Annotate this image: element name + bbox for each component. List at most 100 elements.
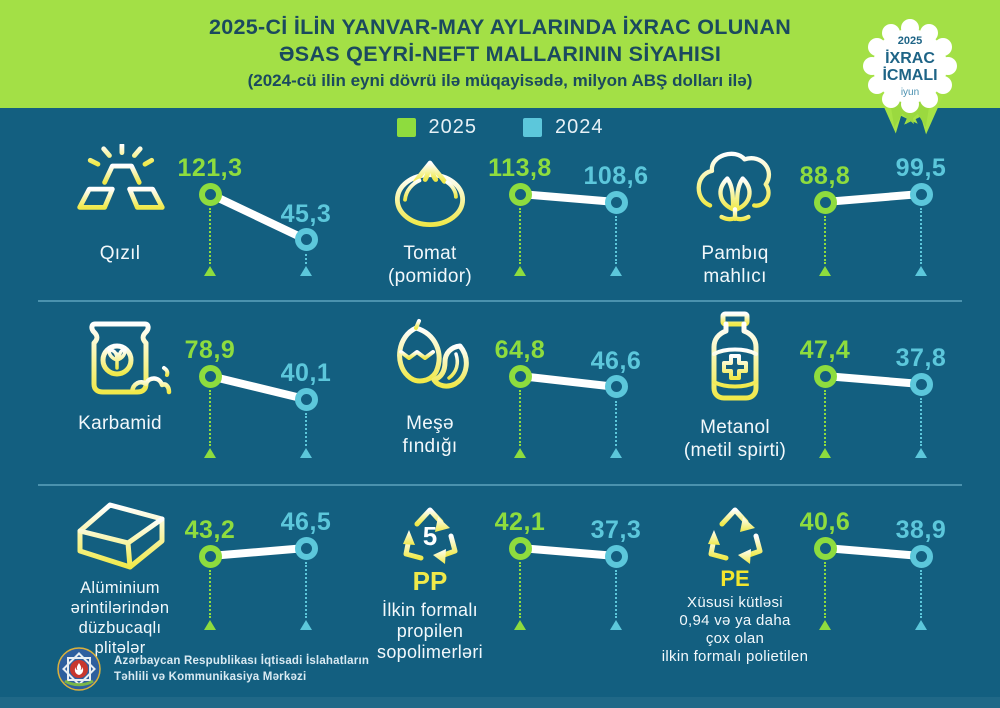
recycle-number: 5 — [423, 521, 437, 551]
dotted-line-2024 — [615, 570, 617, 618]
value-2025: 64,8 — [494, 336, 546, 364]
hazelnut-icon — [397, 319, 469, 389]
baseline-marker-2024 — [300, 448, 312, 458]
value-2025: 88,8 — [799, 162, 851, 190]
dotted-line-2024 — [920, 208, 922, 264]
data-point-2025 — [198, 364, 222, 388]
product-chart: 121,3 45,3 — [177, 142, 360, 282]
baseline-marker-2025 — [514, 266, 526, 276]
data-point-2024 — [909, 182, 933, 206]
data-point-2024 — [909, 544, 933, 568]
baseline-marker-2024 — [300, 620, 312, 630]
product-cell-hazelnut: Meşə fındığı 64,8 46,6 — [350, 306, 650, 482]
data-point-2025 — [813, 364, 837, 388]
product-chart: 42,1 37,3 — [490, 496, 670, 636]
product-chart: 78,9 40,1 — [180, 324, 360, 464]
value-2024: 37,3 — [590, 516, 642, 544]
page-title: 2025-Cİ İLİN YANVAR-MAY AYLARINDA İXRAC … — [0, 14, 1000, 94]
value-2025: 113,8 — [488, 154, 552, 182]
methanol-bottle-icon — [711, 311, 759, 401]
value-2024: 38,9 — [895, 516, 947, 544]
baseline-marker-2024 — [915, 620, 927, 630]
trend-line — [519, 544, 617, 560]
product-label: Karbamid — [78, 413, 162, 434]
legend-label-2025: 2025 — [428, 115, 477, 138]
value-2024: 99,5 — [895, 154, 947, 182]
data-point-2024 — [294, 228, 318, 252]
product-cell-polyethylene: PE Xüsusi kütləsi 0,94 və ya daha çox ol… — [655, 490, 985, 665]
legend-item-2025: 2025 — [396, 115, 478, 139]
dotted-line-2025 — [824, 216, 826, 264]
product-chart: 113,8 108,6 — [488, 142, 670, 282]
product-label: Pambıq mahlıcı — [701, 243, 769, 287]
title-line-1: 2025-Cİ İLİN YANVAR-MAY AYLARINDA İXRAC … — [208, 15, 792, 39]
value-2025: 43,2 — [184, 516, 236, 544]
dotted-line-2024 — [305, 413, 307, 446]
title-line-2: ƏSAS QEYRİ-NEFT MALLARININ SİYAHISI — [278, 42, 722, 66]
recycle-pp-icon: 5 PP — [403, 507, 458, 596]
data-point-2025 — [198, 544, 222, 568]
baseline-marker-2024 — [610, 448, 622, 458]
tomato-icon — [394, 160, 466, 228]
product-chart: 64,8 46,6 — [490, 324, 670, 464]
trend-line — [519, 190, 617, 206]
dotted-line-2024 — [920, 398, 922, 446]
data-point-2025 — [813, 190, 837, 214]
dotted-line-2025 — [209, 570, 211, 618]
dotted-line-2025 — [209, 208, 211, 264]
product-label: Xüsusi kütləsi 0,94 və ya daha çox olan … — [661, 594, 809, 665]
value-2025: 40,6 — [799, 508, 851, 536]
aluminium-plate-icon — [77, 502, 165, 570]
export-review-badge: 2025 İXRAC İCMALI iyun — [842, 6, 978, 154]
product-label: Metanol (metil spirti) — [683, 417, 787, 461]
title-line-3: (2024-cü ilin eyni dövrü ilə müqayisədə,… — [247, 71, 753, 90]
product-label: Meşə fındığı — [402, 413, 458, 457]
data-point-2025 — [198, 182, 222, 206]
product-cell-gold: Qızıl 121,3 45,3 — [40, 140, 340, 300]
dotted-line-2024 — [615, 216, 617, 264]
product-cell-aluminium: Alüminium ərintilərindən düzbucaqlı plit… — [40, 490, 340, 660]
trend-line — [824, 372, 922, 388]
trend-line — [209, 544, 307, 560]
baseline-marker-2025 — [514, 620, 526, 630]
value-2024: 108,6 — [583, 162, 649, 190]
legend-swatch-2025 — [396, 117, 416, 137]
dotted-line-2025 — [519, 208, 521, 264]
footer-org-name: Azərbaycan Respublikası İqtisadi İslahat… — [114, 653, 369, 685]
dotted-line-2025 — [824, 390, 826, 446]
legend: 2025 2024 — [0, 114, 1000, 140]
badge-year: 2025 — [898, 35, 922, 47]
data-point-2024 — [604, 375, 628, 399]
dotted-line-2025 — [519, 390, 521, 446]
product-chart: 43,2 46,5 — [180, 496, 360, 636]
product-cell-methanol: Metanol (metil spirti) 47,4 37,8 — [655, 306, 985, 482]
dotted-line-2024 — [305, 562, 307, 618]
data-point-2024 — [294, 536, 318, 560]
baseline-marker-2025 — [204, 620, 216, 630]
baseline-marker-2024 — [300, 266, 312, 276]
baseline-marker-2025 — [819, 620, 831, 630]
baseline-marker-2025 — [204, 448, 216, 458]
baseline-marker-2024 — [610, 620, 622, 630]
data-point-2025 — [508, 536, 532, 560]
product-label: İlkin formalı propilen sopolimerləri — [377, 600, 483, 662]
trend-line — [824, 190, 922, 206]
footer-org-line2: Təhlili və Kommunikasiya Mərkəzi — [114, 671, 307, 683]
header-banner: 2025-Cİ İLİN YANVAR-MAY AYLARINDA İXRAC … — [0, 0, 1000, 108]
dotted-line-2024 — [920, 570, 922, 618]
trend-line — [209, 372, 307, 404]
recycle-pe-icon: PE — [708, 507, 763, 591]
row-divider-2 — [38, 484, 962, 486]
legend-swatch-2024 — [523, 117, 542, 137]
data-point-2024 — [909, 372, 933, 396]
data-point-2024 — [604, 544, 628, 568]
baseline-marker-2025 — [819, 448, 831, 458]
product-cell-tomato: Tomat (pomidor) 113,8 108,6 — [350, 140, 650, 300]
footer-org-line1: Azərbaycan Respublikası İqtisadi İslahat… — [114, 655, 370, 667]
product-label: Qızıl — [99, 243, 141, 264]
data-point-2024 — [604, 190, 628, 214]
badge-line2: İCMALI — [882, 66, 937, 84]
value-2024: 40,1 — [280, 359, 332, 388]
rosette-badge-icon: 2025 İXRAC İCMALI iyun — [863, 19, 957, 135]
dotted-line-2025 — [824, 562, 826, 618]
